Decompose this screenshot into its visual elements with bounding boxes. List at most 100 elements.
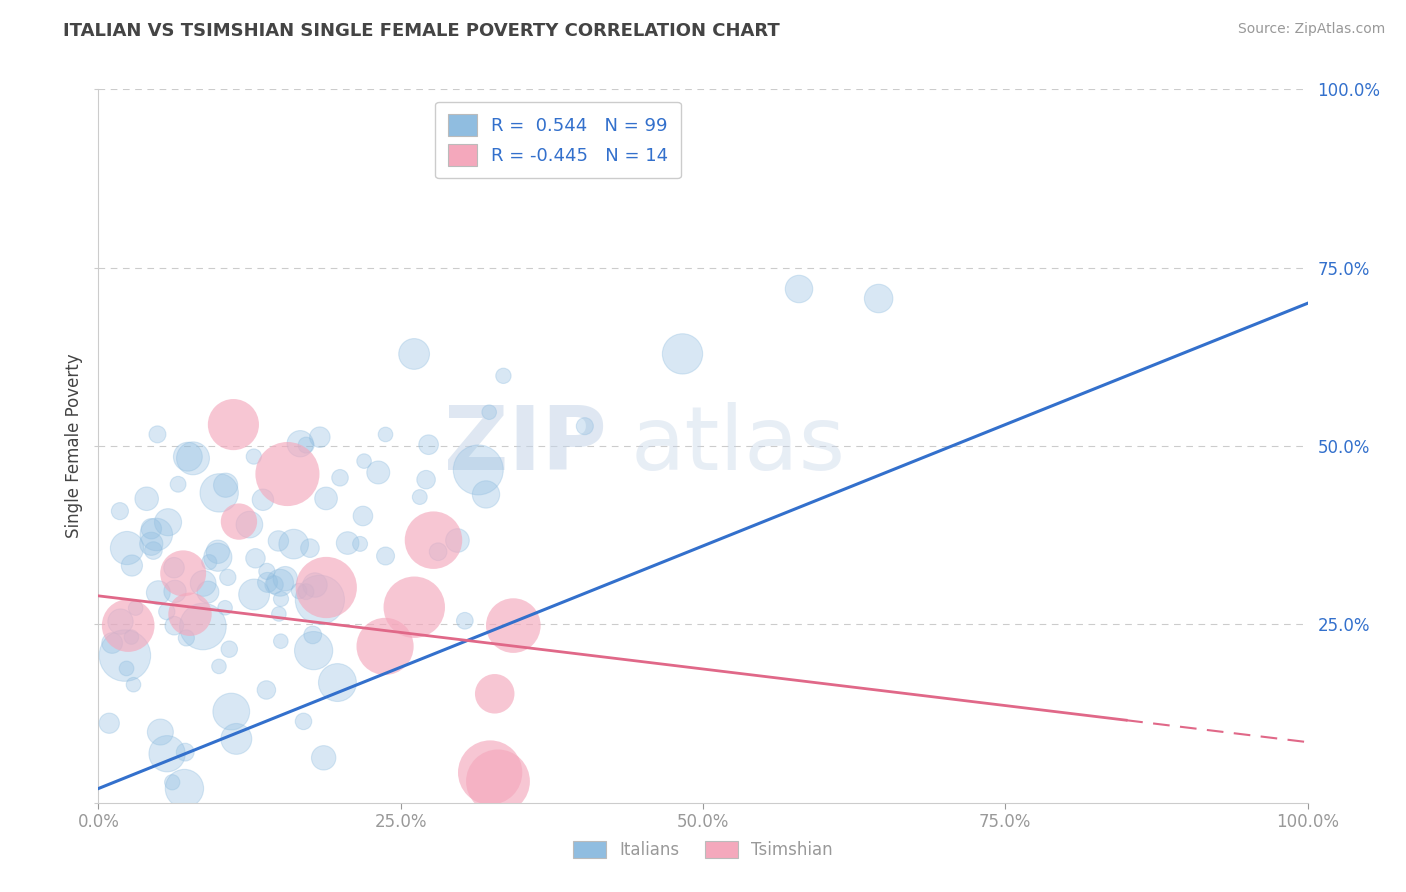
Y-axis label: Single Female Poverty: Single Female Poverty (65, 354, 83, 538)
Point (146, 427, 169, 442)
Point (315, 581, 337, 595)
Point (156, 605, 179, 619)
Legend: Italians, Tsimshian: Italians, Tsimshian (567, 834, 839, 866)
Point (120, 630, 142, 644)
Point (486, 774, 509, 789)
Point (167, 477, 190, 491)
Point (141, 537, 163, 551)
Point (267, 607, 290, 621)
Point (135, 491, 157, 506)
Point (163, 618, 186, 632)
Point (122, 678, 145, 692)
Point (172, 566, 194, 581)
Point (475, 487, 498, 501)
Point (404, 347, 426, 361)
Point (174, 745, 197, 759)
Point (243, 450, 266, 464)
Point (295, 584, 318, 599)
Point (149, 725, 172, 739)
Point (415, 473, 437, 487)
Point (274, 572, 297, 586)
Point (446, 533, 468, 548)
Point (252, 492, 274, 507)
Point (238, 517, 260, 532)
Point (101, 636, 124, 650)
Point (270, 591, 292, 606)
Point (254, 683, 277, 698)
Point (121, 558, 143, 573)
Point (163, 560, 186, 574)
Point (454, 614, 477, 628)
Point (336, 536, 359, 550)
Point (868, 292, 890, 306)
Point (484, 687, 506, 701)
Text: ZIP: ZIP (443, 402, 606, 490)
Point (256, 565, 278, 579)
Point (374, 549, 396, 563)
Point (115, 661, 138, 675)
Point (225, 731, 247, 746)
Point (422, 533, 444, 548)
Text: atlas: atlas (630, 402, 845, 490)
Point (309, 592, 332, 607)
Point (208, 659, 231, 673)
Point (176, 631, 198, 645)
Point (214, 600, 236, 615)
Point (197, 585, 219, 599)
Point (301, 628, 323, 642)
Point (263, 578, 285, 592)
Point (108, 504, 131, 518)
Point (208, 486, 231, 500)
Point (217, 570, 239, 584)
Point (671, 347, 693, 361)
Point (207, 545, 229, 559)
Point (367, 466, 389, 480)
Point (787, 282, 810, 296)
Point (179, 607, 201, 622)
Text: Source: ZipAtlas.com: Source: ZipAtlas.com (1237, 22, 1385, 37)
Point (160, 775, 183, 789)
Point (295, 438, 318, 452)
Point (409, 490, 432, 504)
Point (478, 405, 501, 419)
Point (574, 419, 596, 434)
Point (256, 575, 278, 590)
Point (156, 747, 179, 761)
Point (222, 417, 245, 432)
Point (207, 550, 229, 565)
Point (374, 427, 396, 442)
Point (312, 751, 335, 765)
Point (352, 508, 374, 523)
Point (267, 533, 290, 548)
Point (298, 541, 321, 555)
Point (98, 716, 121, 731)
Point (283, 537, 305, 551)
Point (427, 545, 450, 559)
Point (349, 537, 371, 551)
Point (124, 601, 146, 615)
Point (467, 463, 489, 477)
Point (114, 648, 136, 663)
Point (288, 584, 311, 599)
Point (276, 467, 298, 481)
Point (191, 619, 214, 633)
Point (404, 600, 426, 615)
Point (145, 527, 167, 541)
Point (326, 675, 349, 690)
Point (418, 438, 440, 452)
Point (479, 765, 502, 780)
Point (141, 522, 163, 536)
Point (228, 515, 250, 529)
Point (502, 618, 524, 632)
Point (304, 578, 326, 592)
Point (308, 430, 330, 444)
Point (270, 634, 292, 648)
Point (177, 450, 200, 464)
Point (292, 714, 315, 729)
Point (302, 643, 325, 657)
Point (214, 478, 236, 492)
Point (191, 576, 214, 591)
Point (142, 543, 165, 558)
Point (198, 555, 221, 569)
Point (243, 587, 266, 601)
